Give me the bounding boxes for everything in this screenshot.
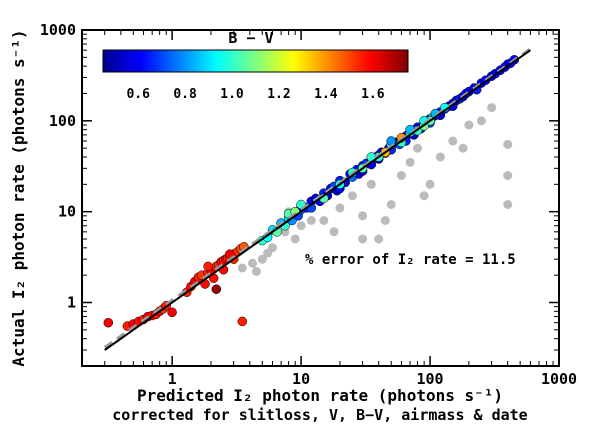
data-point <box>103 317 114 328</box>
plot-frame <box>81 29 560 367</box>
data-point <box>464 120 474 130</box>
colorbar-label: B − V <box>228 29 273 47</box>
data-point <box>503 139 513 149</box>
colorbar-tick-label: 1.4 <box>314 87 338 102</box>
data-point <box>503 200 513 209</box>
colorbar-tick-label: 1.2 <box>267 87 290 102</box>
data-point <box>386 200 396 209</box>
data-point <box>203 261 213 272</box>
one-to-one-line <box>103 47 532 349</box>
data-point <box>419 191 429 201</box>
data-point <box>405 157 415 167</box>
x-axis-sublabel: corrected for slitloss, V, B−V, airmass … <box>112 406 527 424</box>
data-point <box>167 307 177 318</box>
x-tick-label: 1000 <box>541 370 577 388</box>
data-point <box>263 248 273 258</box>
data-point <box>458 143 468 153</box>
x-tick-label: 1 <box>168 370 177 388</box>
data-point <box>358 234 368 244</box>
y-tick-label: 1000 <box>40 21 76 39</box>
data-point <box>248 258 257 268</box>
data-point <box>435 152 445 162</box>
colorbar-gradient <box>102 49 409 73</box>
data-point <box>476 116 486 126</box>
data-point <box>366 179 376 189</box>
y-tick-label: 1 <box>67 294 76 312</box>
fit-lines <box>103 47 532 351</box>
data-points <box>103 55 520 331</box>
data-point <box>319 216 329 225</box>
fit-line <box>104 49 531 351</box>
x-axis-label: Predicted I₂ photon rate (photons s⁻¹) <box>137 386 503 405</box>
data-point <box>290 234 300 244</box>
data-point <box>306 216 316 225</box>
colorbar-tick-label: 1.6 <box>361 87 385 102</box>
x-tick-label: 100 <box>416 370 443 388</box>
colorbar-tick-label: 0.6 <box>126 87 150 102</box>
colorbar-tick-label: 1.0 <box>220 87 244 102</box>
colorbar-tick-label: 0.8 <box>173 87 197 102</box>
data-point <box>211 284 222 294</box>
y-axis-label: Actual I₂ photon rate (photons s⁻¹) <box>9 29 28 366</box>
data-point <box>425 179 435 189</box>
data-point <box>347 191 357 201</box>
data-point <box>380 216 390 225</box>
colorbar-ticks: 0.6 0.8 1.0 1.2 1.4 1.6 <box>126 87 384 102</box>
data-point <box>358 211 368 221</box>
data-point <box>396 171 406 180</box>
y-tick-label: 100 <box>49 112 76 130</box>
data-point <box>237 263 247 273</box>
data-point <box>503 171 513 180</box>
data-point <box>251 266 261 276</box>
data-point <box>374 234 384 244</box>
axis-ticks <box>81 29 560 367</box>
data-point <box>487 103 497 113</box>
data-point <box>448 136 458 146</box>
y-tick-label: 10 <box>58 203 76 221</box>
data-point <box>413 143 422 153</box>
data-point <box>296 221 306 231</box>
error-annotation: % error of I₂ rate = 11.5 <box>305 252 516 268</box>
colorbar: B − V 0.6 0.8 1.0 1.2 1.4 1.6 <box>102 29 409 102</box>
tick-labels: 1 10 100 1000 1 10 100 1000 <box>40 21 577 388</box>
data-point <box>335 203 345 213</box>
data-point <box>257 254 267 264</box>
x-tick-label: 10 <box>292 370 310 388</box>
data-point <box>329 227 339 237</box>
data-point <box>237 316 248 327</box>
